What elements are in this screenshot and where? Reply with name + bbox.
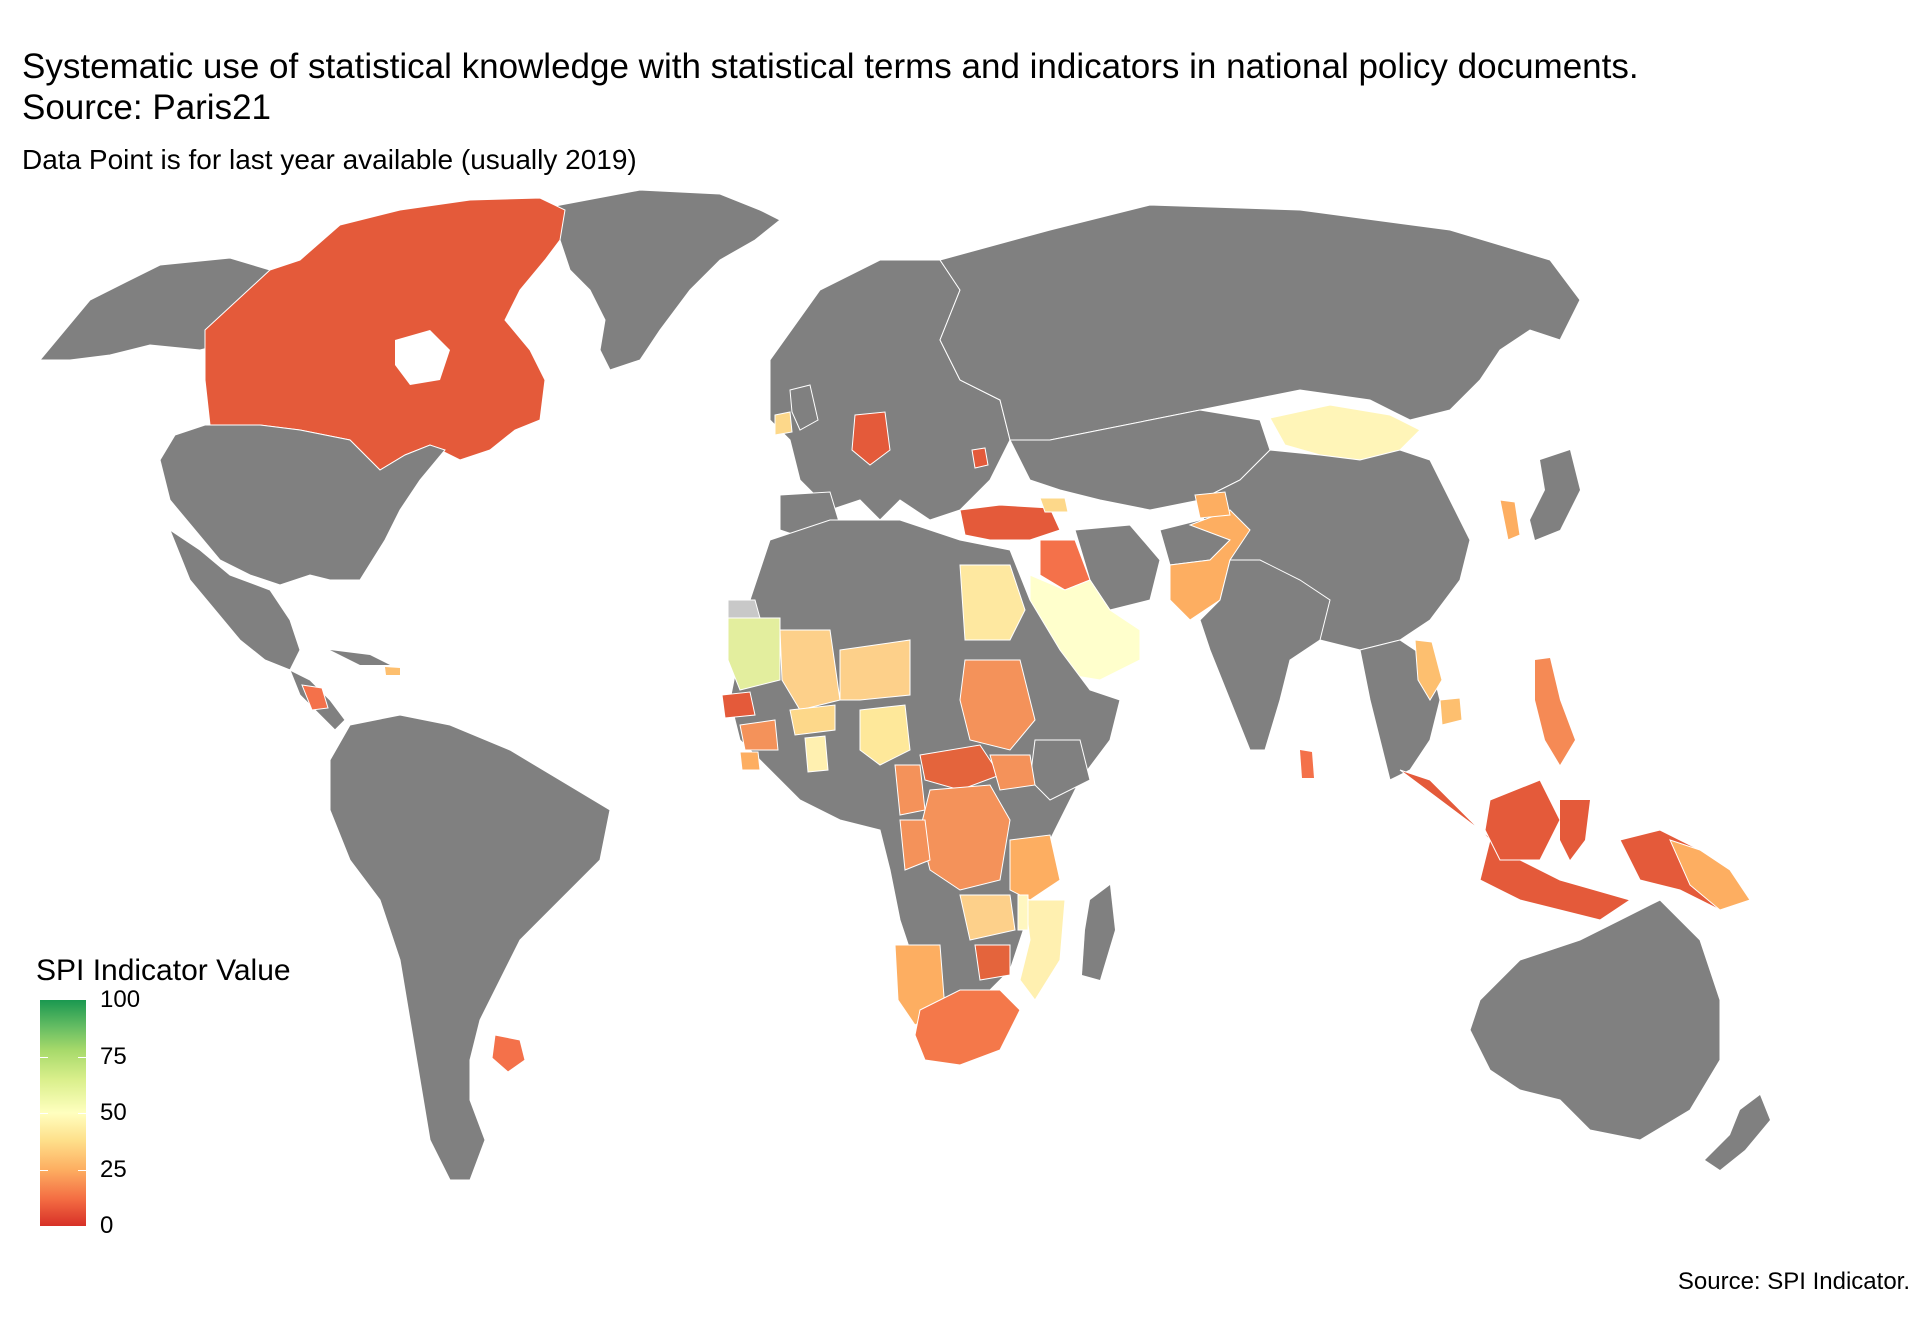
region-south-africa xyxy=(914,989,1021,1066)
region-india xyxy=(1199,559,1331,751)
region-korea xyxy=(1499,499,1521,541)
region-tajikistan xyxy=(1194,491,1231,519)
legend-tick-100: 100 xyxy=(100,986,141,1013)
region-congo xyxy=(899,819,931,871)
region-sri-lanka xyxy=(1300,750,1314,778)
region-western-sahara xyxy=(727,599,761,619)
region-uk xyxy=(789,384,819,431)
region-egypt xyxy=(959,564,1026,641)
region-turkey xyxy=(959,504,1061,541)
region-australia xyxy=(1469,899,1721,1141)
region-cuba xyxy=(330,650,390,665)
region-pakistan xyxy=(1169,509,1251,621)
legend-tick-0: 0 xyxy=(100,1212,114,1239)
region-cambodia xyxy=(1439,697,1463,726)
region-russia xyxy=(939,204,1581,441)
region-sulawesi xyxy=(1560,800,1590,860)
source-caption: Source: SPI Indicator. xyxy=(1677,1268,1910,1295)
region-senegal xyxy=(721,691,756,719)
region-mali xyxy=(779,629,841,711)
region-malaysia-indonesia xyxy=(1399,769,1632,921)
region-tanzania xyxy=(1009,834,1061,901)
region-mexico xyxy=(168,528,301,671)
region-madagascar xyxy=(1082,885,1115,980)
region-nicaragua xyxy=(301,684,329,711)
world-map xyxy=(38,189,1770,1181)
region-usa xyxy=(159,424,446,586)
region-new-zealand xyxy=(1705,1095,1770,1170)
legend-tick-25: 25 xyxy=(100,1156,127,1183)
legend-title: SPI Indicator Value xyxy=(36,954,291,987)
region-georgia xyxy=(1039,497,1069,513)
region-sudan xyxy=(959,659,1036,751)
region-germany xyxy=(851,411,891,466)
region-png xyxy=(1669,839,1751,911)
region-south-america xyxy=(329,714,611,1181)
legend-tick-75: 75 xyxy=(100,1043,127,1070)
region-ireland xyxy=(774,411,793,436)
region-japan xyxy=(1530,450,1580,540)
region-borneo xyxy=(1484,779,1561,861)
region-hispaniola xyxy=(385,667,400,675)
region-nigeria xyxy=(859,704,911,766)
region-zimbabwe xyxy=(974,944,1011,981)
region-zambia xyxy=(959,894,1016,941)
region-greenland xyxy=(554,189,781,371)
region-ghana xyxy=(804,735,829,773)
region-mauritania xyxy=(727,617,781,691)
chart-subtitle: Data Point is for last year available (u… xyxy=(22,144,637,175)
region-burkina-faso xyxy=(789,704,836,736)
region-hudson-bay xyxy=(395,330,450,385)
region-car xyxy=(919,744,1001,791)
chart-title: Systematic use of statistical knowledge … xyxy=(22,47,1639,127)
region-mozambique xyxy=(1019,899,1066,1001)
region-philippines xyxy=(1535,658,1575,765)
region-laos xyxy=(1414,639,1443,701)
region-niger xyxy=(839,639,911,701)
region-guinea xyxy=(739,719,779,751)
region-south-sudan xyxy=(989,754,1036,791)
region-sierra-leone xyxy=(739,751,761,771)
region-uruguay xyxy=(491,1034,526,1073)
region-malawi xyxy=(1017,894,1029,931)
region-moldova xyxy=(971,447,989,469)
region-cameroon xyxy=(894,764,926,816)
legend-tick-50: 50 xyxy=(100,1099,127,1126)
